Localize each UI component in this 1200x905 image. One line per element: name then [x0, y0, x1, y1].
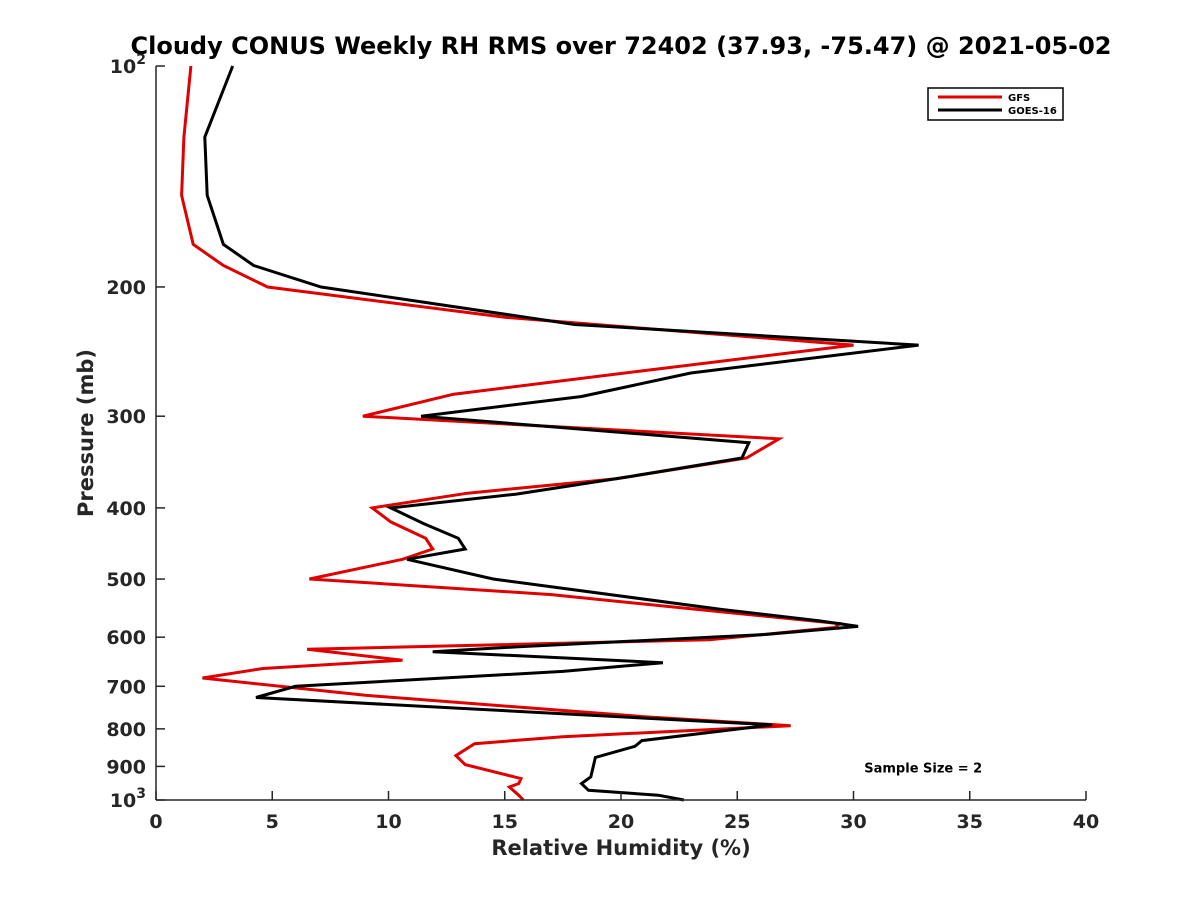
y-tick-label: 103 — [110, 786, 146, 812]
y-tick-label: 200 — [106, 277, 146, 299]
legend-box — [927, 87, 1064, 121]
x-tick-label: 0 — [149, 811, 162, 833]
y-tick-label: 700 — [106, 676, 146, 698]
x-tick-label: 30 — [840, 811, 866, 833]
annotations: Sample Size = 2 — [864, 761, 982, 776]
y-tick-label: 400 — [106, 498, 146, 520]
x-tick-label: 35 — [957, 811, 983, 833]
legend-label: GFS — [1008, 93, 1030, 104]
y-axis-label: Pressure (mb) — [74, 349, 98, 517]
x-axis-ticks: 0 5 10 15 20 25 30 35 40 — [149, 791, 1099, 833]
legend: GFS GOES-16 — [927, 87, 1064, 121]
x-axis-label: Relative Humidity (%) — [491, 836, 750, 860]
y-axis-ticks: 102 200 300 400 500 600 700 800 900 103 — [106, 52, 165, 812]
legend-label: GOES-16 — [1008, 106, 1057, 117]
series-line-gfs — [180, 65, 854, 802]
y-tick-label: 600 — [106, 627, 146, 649]
chart-title: Cloudy CONUS Weekly RH RMS over 72402 (3… — [131, 32, 1112, 60]
y-tick-label: 102 — [110, 52, 146, 78]
x-tick-label: 15 — [492, 811, 518, 833]
series-layer — [180, 65, 919, 802]
y-tick-label: 900 — [106, 756, 146, 778]
y-tick-label: 300 — [106, 406, 146, 428]
sample-size-annotation: Sample Size = 2 — [864, 761, 982, 776]
y-tick-label: 800 — [106, 719, 146, 741]
x-tick-label: 40 — [1073, 811, 1099, 833]
series-line-goes-16 — [203, 65, 919, 802]
x-tick-label: 25 — [724, 811, 750, 833]
x-tick-label: 5 — [266, 811, 279, 833]
x-tick-label: 20 — [608, 811, 634, 833]
x-tick-label: 10 — [375, 811, 401, 833]
y-tick-label: 500 — [106, 569, 146, 591]
